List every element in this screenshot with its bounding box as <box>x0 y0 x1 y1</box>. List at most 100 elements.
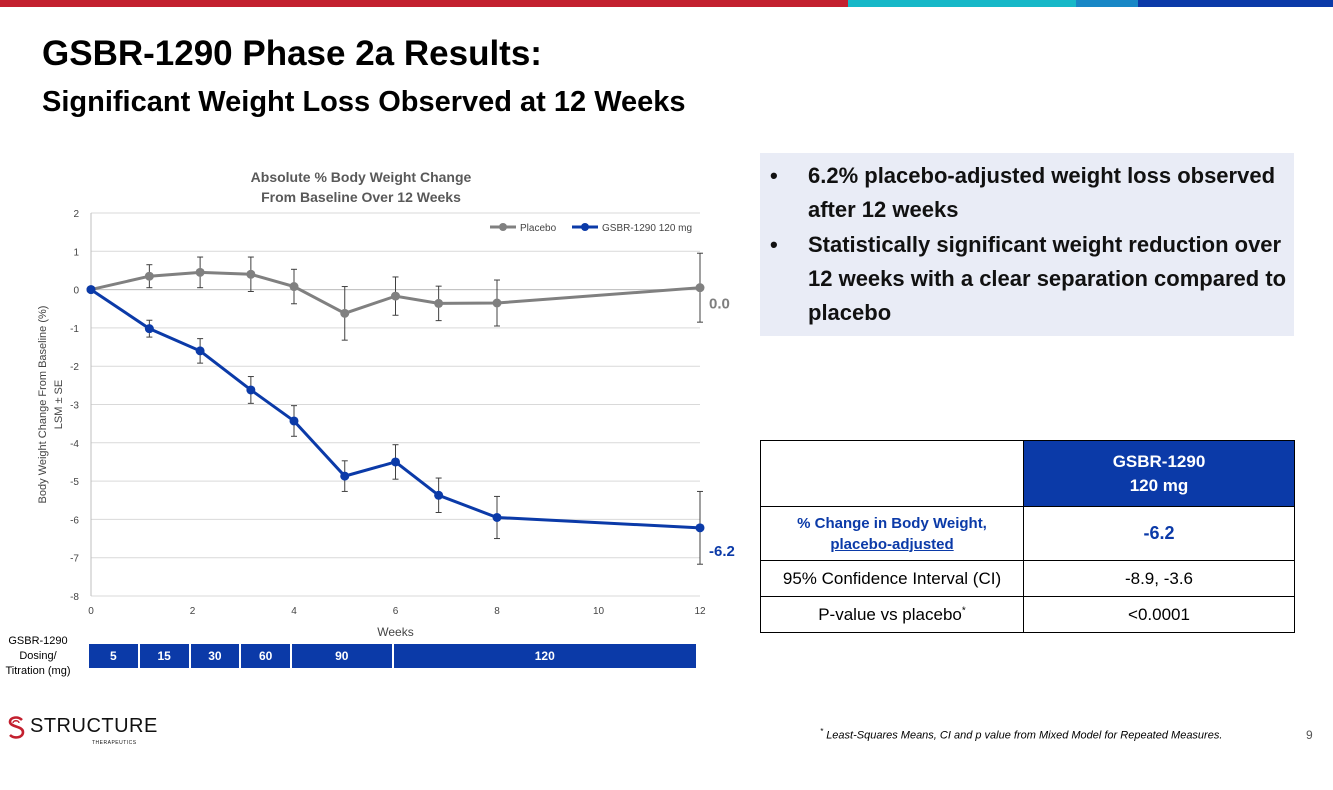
bullet-text: 6.2% placebo-adjusted weight loss observ… <box>808 163 1276 222</box>
row-label-ci: 95% Confidence Interval (CI) <box>760 560 1024 597</box>
y-tick-label: 0 <box>73 286 79 297</box>
dose-segment: 60 <box>241 644 292 668</box>
data-point <box>695 523 705 533</box>
footnote: * Least-Squares Means, CI and p value fr… <box>820 727 1222 742</box>
x-tick-label: 8 <box>494 606 500 617</box>
table-row: % Change in Body Weight, placebo-adjuste… <box>760 506 1295 561</box>
data-point <box>144 271 154 281</box>
x-axis-label: Weeks <box>377 625 413 639</box>
logo-s-icon <box>8 716 25 739</box>
data-point <box>434 298 444 308</box>
table-header-line1: GSBR-1290 <box>1112 451 1206 471</box>
row-label-pvalue-text: P-value vs placebo <box>818 604 962 624</box>
chart-title: Absolute % Body Weight Change <box>251 169 472 185</box>
y-tick-label: -6 <box>70 515 79 526</box>
data-point <box>246 269 256 279</box>
dosing-bar: 5 15 30 60 90 120 <box>89 644 698 668</box>
data-point <box>492 512 502 522</box>
x-tick-label: 4 <box>291 606 297 617</box>
key-findings-box: • 6.2% placebo-adjusted weight loss obse… <box>760 153 1294 336</box>
dosing-label-line: Titration (mg) <box>5 665 71 677</box>
row-value-pvalue: <0.0001 <box>1023 596 1295 633</box>
table-header-line2: 120 mg <box>1129 475 1189 495</box>
page-title: GSBR-1290 Phase 2a Results: <box>42 34 542 73</box>
logo-name: STRUCTURE <box>30 715 158 737</box>
data-point <box>195 267 205 277</box>
series-line <box>90 288 701 530</box>
table-header-drug: GSBR-1290 120 mg <box>1023 440 1295 507</box>
y-axis-label: LSM ± SE <box>53 380 65 429</box>
dose-segment: 15 <box>139 644 191 668</box>
x-tick-label: 10 <box>593 606 605 617</box>
data-point <box>391 291 400 301</box>
data-point <box>195 346 205 356</box>
data-point <box>492 298 502 308</box>
top-bar-darkblue <box>1138 0 1333 7</box>
top-bar-lightblue <box>1076 0 1138 7</box>
top-color-bar <box>0 0 1333 7</box>
dosing-label: GSBR-1290 Dosing/ Titration (mg) <box>2 634 74 679</box>
row-value-ci: -8.9, -3.6 <box>1023 560 1295 597</box>
data-point <box>86 285 96 295</box>
chart-title: From Baseline Over 12 Weeks <box>261 189 461 205</box>
dosing-label-line: Dosing/ <box>19 650 57 662</box>
y-tick-label: -5 <box>70 477 79 488</box>
results-table: GSBR-1290 120 mg % Change in Body Weight… <box>760 440 1295 633</box>
dosing-label-line: GSBR-1290 <box>8 635 68 647</box>
bullet-item: • Statistically significant weight reduc… <box>770 228 1288 330</box>
data-point <box>695 283 705 293</box>
legend-label: Placebo <box>520 223 557 234</box>
y-tick-label: -1 <box>70 324 79 335</box>
legend-label: GSBR-1290 120 mg <box>602 223 692 234</box>
bullet-glyph: • <box>770 232 778 257</box>
data-point <box>144 324 154 334</box>
x-tick-label: 0 <box>88 606 94 617</box>
row-value-weight-change: -6.2 <box>1023 506 1295 561</box>
x-tick-label: 2 <box>190 606 196 617</box>
dose-segment: 90 <box>292 644 394 668</box>
series-line <box>90 270 701 315</box>
dose-segment: 120 <box>393 644 698 668</box>
y-tick-label: -7 <box>70 554 79 565</box>
data-point <box>340 471 350 481</box>
data-point <box>289 282 299 292</box>
y-tick-label: -4 <box>70 439 79 450</box>
y-axis-label: Body Weight Change From Baseline (%) <box>37 306 49 504</box>
page-subtitle: Significant Weight Loss Observed at 12 W… <box>42 86 686 118</box>
top-bar-teal <box>848 0 1076 7</box>
bullet-glyph: • <box>770 163 778 188</box>
y-tick-label: -2 <box>70 362 79 373</box>
legend-swatch-marker <box>581 223 589 231</box>
logo-tagline: THERAPEUTICS <box>92 740 137 746</box>
structure-logo: STRUCTURE THERAPEUTICS <box>6 715 158 746</box>
y-tick-label: -8 <box>70 592 79 603</box>
table-row: P-value vs placebo* <0.0001 <box>760 596 1295 633</box>
series-end-label: -6.2 <box>709 543 735 560</box>
top-bar-red <box>0 0 848 7</box>
dose-segment: 5 <box>89 644 140 668</box>
row-label-line1: % Change in Body Weight, <box>797 514 987 532</box>
data-point <box>246 385 256 395</box>
row-label-pvalue: P-value vs placebo* <box>760 596 1024 633</box>
table-row: 95% Confidence Interval (CI) -8.9, -3.6 <box>760 560 1295 597</box>
table-header-empty <box>760 440 1024 507</box>
data-point <box>391 457 400 467</box>
row-label-line2: placebo-adjusted <box>830 535 954 553</box>
footnote-text: Least-Squares Means, CI and p value from… <box>826 729 1223 742</box>
x-tick-label: 12 <box>694 606 706 617</box>
y-tick-label: -3 <box>70 401 79 412</box>
row-label-weight-change: % Change in Body Weight, placebo-adjuste… <box>760 506 1024 561</box>
page-number: 9 <box>1306 728 1313 742</box>
legend-swatch-marker <box>499 223 507 231</box>
footnote-marker: * <box>820 727 824 736</box>
bullet-item: • 6.2% placebo-adjusted weight loss obse… <box>770 159 1288 227</box>
data-point <box>340 308 350 318</box>
y-tick-label: 1 <box>73 247 79 258</box>
series-end-label: 0.0 <box>709 296 730 313</box>
row-label-pvalue-sup: * <box>961 604 966 616</box>
data-point <box>434 490 444 500</box>
x-tick-label: 6 <box>393 606 399 617</box>
data-point <box>289 416 299 426</box>
dose-segment: 30 <box>190 644 242 668</box>
